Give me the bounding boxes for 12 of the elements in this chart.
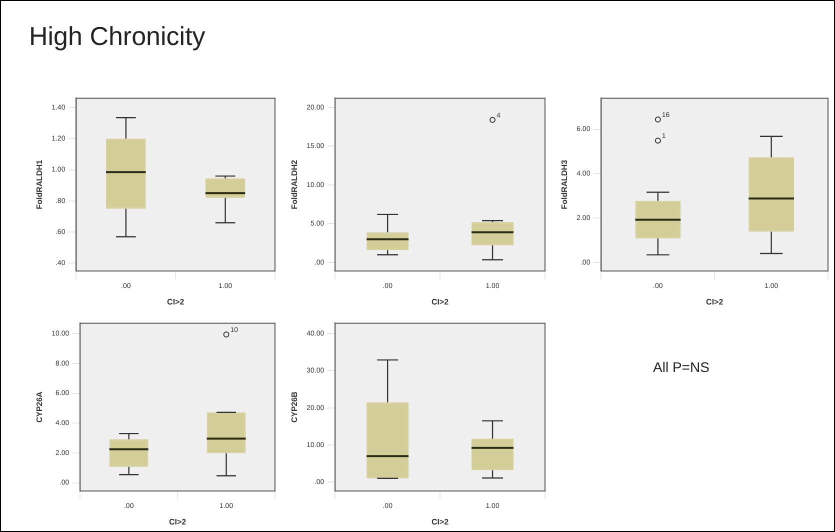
x-axis-title: CI>2 bbox=[431, 297, 450, 306]
y-axis-title: CYP26A bbox=[35, 391, 44, 423]
x-axis-title: CI>2 bbox=[168, 517, 187, 526]
text: All P=NS bbox=[653, 359, 710, 375]
y-axis-title: FoldRALDH1 bbox=[35, 159, 44, 210]
x-axis-title: CI>2 bbox=[167, 297, 185, 306]
y-axis-title: FoldRALDH2 bbox=[290, 159, 300, 210]
chart-title: High Chronicity bbox=[29, 21, 206, 52]
y-axis-title: FoldRALDH3 bbox=[560, 159, 570, 210]
x-axis-title: CI>2 bbox=[431, 517, 450, 526]
y-axis-title: CYP26B bbox=[290, 391, 300, 423]
x-axis-title: CI>2 bbox=[706, 297, 724, 306]
